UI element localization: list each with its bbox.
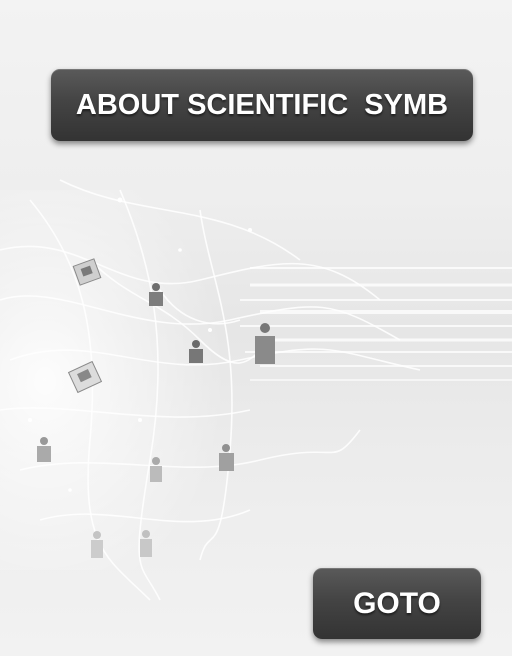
node-card-2	[67, 360, 103, 394]
title-banner: ABOUT SCIENTIFIC SYMB	[51, 69, 473, 141]
node-person-6	[219, 444, 234, 471]
node-person-8	[140, 530, 152, 557]
goto-button-label: GOTO	[353, 586, 441, 620]
people-nodes	[37, 258, 275, 558]
node-person-5	[150, 457, 162, 482]
node-person-3	[255, 323, 275, 364]
page-title: ABOUT SCIENTIFIC SYMB	[75, 88, 449, 121]
goto-button[interactable]: GOTO	[313, 568, 481, 639]
node-person-2	[189, 340, 203, 363]
sparkle-dots	[28, 197, 252, 492]
node-card-1	[72, 258, 102, 286]
node-person-1	[149, 283, 163, 306]
node-person-4	[37, 437, 51, 462]
node-person-7	[91, 531, 103, 558]
